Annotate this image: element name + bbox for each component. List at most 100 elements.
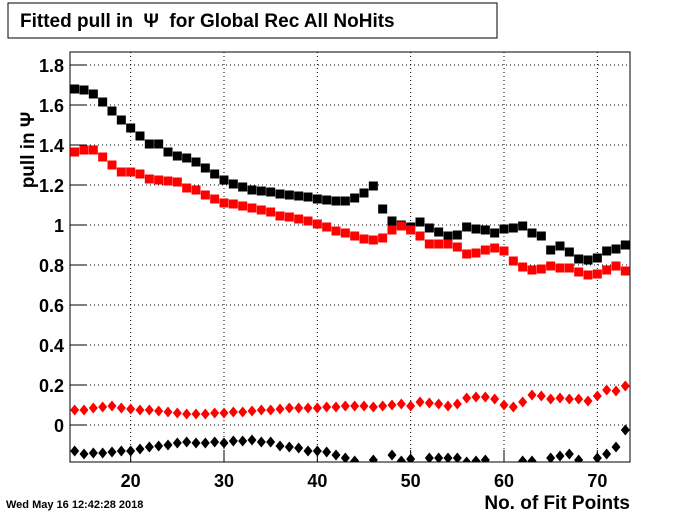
square-marker [303, 192, 313, 202]
square-marker [266, 207, 276, 217]
x-axis-label: No. of Fit Points [484, 493, 630, 514]
square-marker [219, 175, 229, 185]
timestamp: Wed May 16 12:42:28 2018 [6, 499, 143, 511]
diamond-marker [378, 400, 388, 412]
square-marker [574, 254, 584, 264]
diamond-marker [275, 403, 285, 415]
diamond-marker [406, 400, 416, 412]
square-marker [387, 216, 397, 226]
diamond-marker [200, 437, 210, 449]
square-marker [163, 147, 173, 157]
square-marker [191, 185, 201, 195]
diamond-marker [452, 452, 462, 462]
diamond-marker [555, 450, 565, 462]
diamond-marker [210, 407, 220, 419]
diamond-marker [135, 404, 145, 416]
diamond-marker [163, 439, 173, 451]
square-marker [424, 239, 434, 249]
diamond-marker [611, 441, 621, 453]
diamond-marker [88, 447, 98, 459]
diamond-marker [107, 446, 117, 458]
y-axis-label: pull in Ψ [18, 112, 39, 189]
diamond-marker [387, 399, 397, 411]
diamond-marker [303, 402, 313, 414]
square-marker [434, 239, 444, 249]
diamond-marker [443, 400, 453, 412]
diamond-marker [294, 442, 304, 454]
diamond-marker [518, 396, 528, 408]
diamond-marker [434, 452, 444, 462]
diamond-marker [322, 401, 332, 413]
diamond-marker [527, 455, 537, 462]
y-tick-label: 1.8 [39, 56, 64, 76]
diamond-marker [238, 406, 248, 418]
diamond-marker [284, 441, 294, 453]
square-marker [144, 174, 154, 184]
x-tick-label: 70 [587, 471, 607, 491]
diamond-marker [256, 436, 266, 448]
diamond-marker [611, 385, 621, 397]
square-marker [564, 247, 574, 257]
square-marker [583, 270, 593, 280]
diamond-marker [144, 404, 154, 416]
diamond-marker [434, 398, 444, 410]
square-marker [518, 262, 528, 272]
square-marker [359, 234, 369, 244]
square-marker [182, 183, 192, 193]
diamond-marker [424, 452, 434, 462]
diamond-marker [564, 448, 574, 460]
diamond-marker [247, 434, 257, 446]
square-marker [154, 175, 164, 185]
diamond-marker [266, 436, 276, 448]
diamond-marker [70, 445, 80, 457]
square-marker [182, 153, 192, 163]
square-marker [331, 196, 341, 206]
square-marker [200, 163, 210, 173]
square-marker [116, 115, 126, 125]
diamond-marker [79, 404, 89, 416]
square-marker [98, 152, 108, 162]
diamond-marker [620, 424, 630, 436]
diamond-marker [368, 454, 378, 462]
square-marker [462, 222, 472, 232]
square-marker [620, 240, 630, 250]
square-marker [172, 177, 182, 187]
diamond-marker [266, 404, 276, 416]
square-marker [79, 145, 89, 155]
square-marker [266, 187, 276, 197]
diamond-marker [546, 452, 556, 462]
square-marker [527, 265, 537, 275]
square-marker [415, 231, 425, 241]
square-marker [126, 167, 136, 177]
square-marker [490, 243, 500, 253]
square-marker [434, 227, 444, 237]
diamond-marker [340, 452, 350, 462]
diamond-marker [471, 455, 481, 462]
square-marker [499, 224, 509, 234]
diamond-marker [350, 400, 360, 412]
square-marker [368, 181, 378, 191]
square-marker [322, 222, 332, 232]
square-marker [555, 241, 565, 251]
diamond-marker [331, 401, 341, 413]
diamond-marker [126, 403, 136, 415]
square-marker [620, 266, 630, 276]
diamond-marker [396, 455, 406, 462]
square-marker [135, 131, 145, 141]
diamond-marker [359, 400, 369, 412]
diamond-marker [602, 384, 612, 396]
diamond-marker [238, 435, 248, 447]
diamond-marker [247, 405, 257, 417]
square-marker [312, 194, 322, 204]
square-marker [210, 194, 220, 204]
diamond-marker [163, 406, 173, 418]
diamond-marker [191, 408, 201, 420]
square-marker [611, 244, 621, 254]
square-marker [200, 190, 210, 200]
diamond-marker [340, 400, 350, 412]
diamond-marker [508, 401, 518, 413]
square-marker [294, 214, 304, 224]
diamond-marker [480, 391, 490, 403]
diamond-marker [490, 393, 500, 405]
diamond-marker [406, 453, 416, 462]
